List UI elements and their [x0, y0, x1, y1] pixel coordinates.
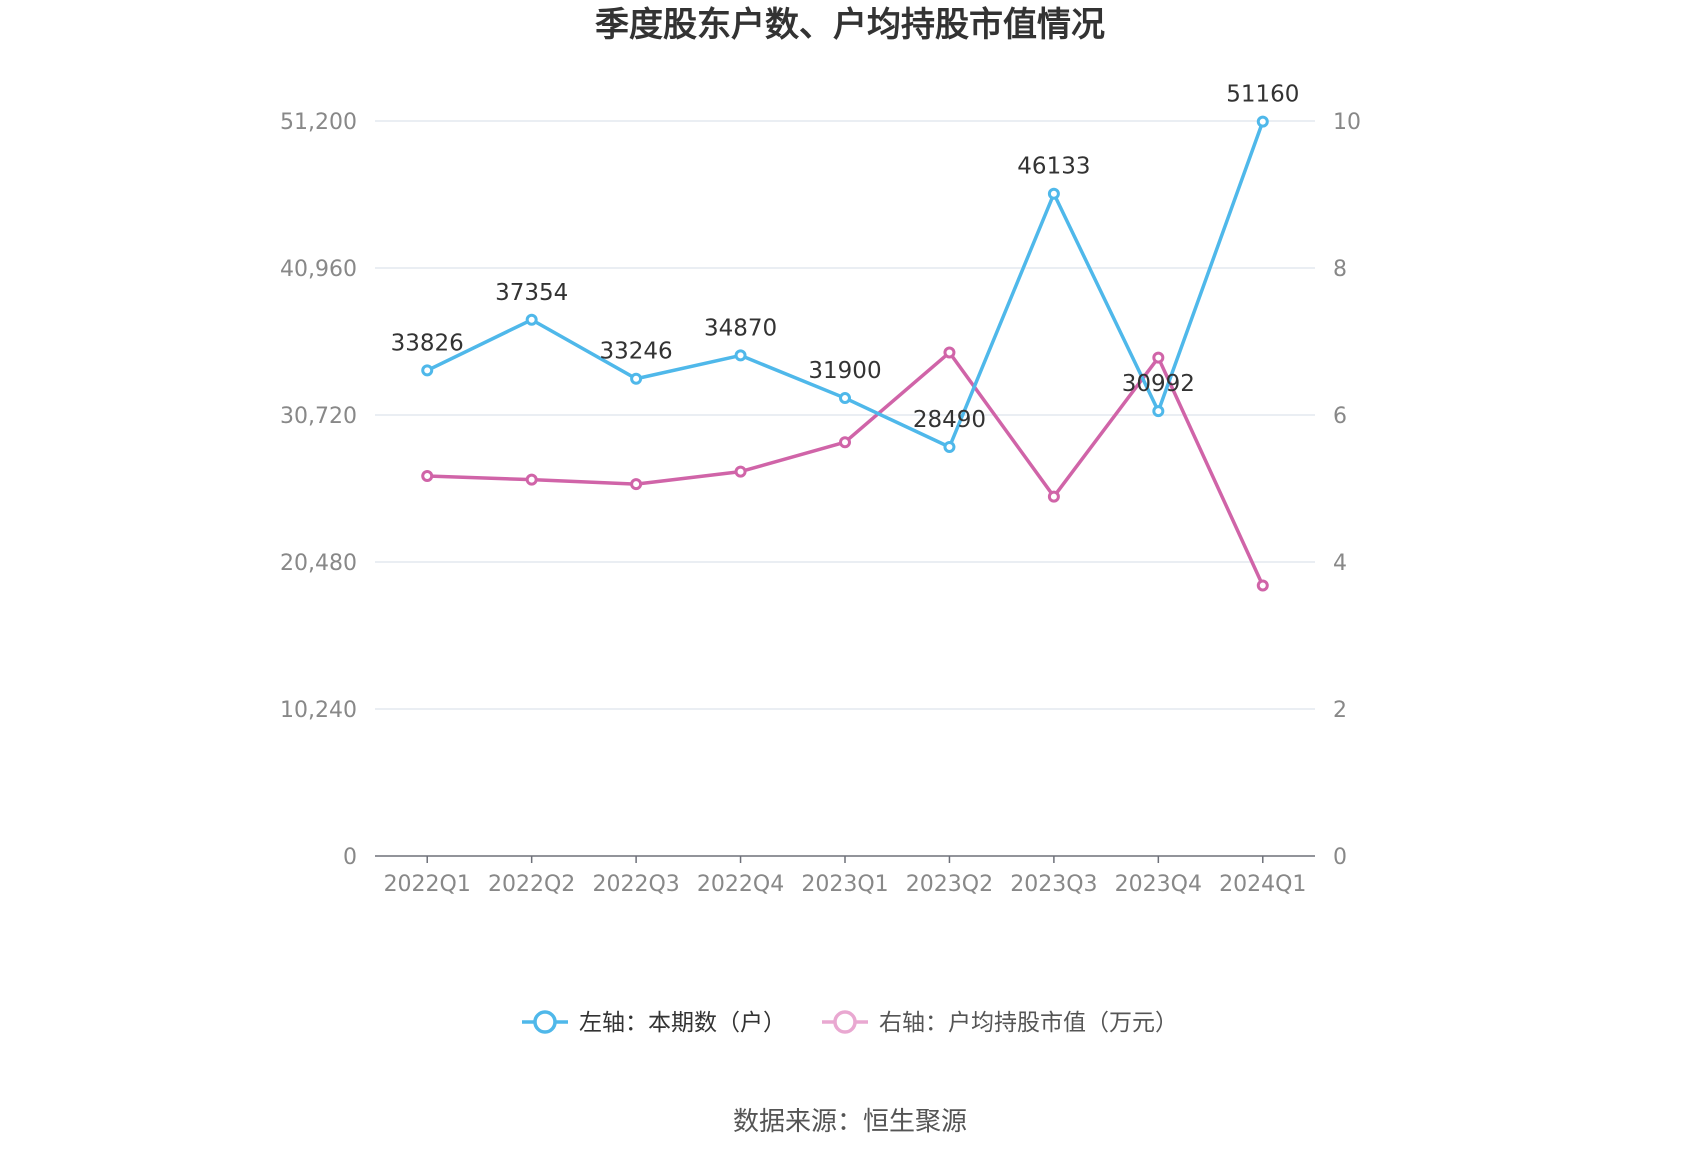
data-point — [630, 372, 643, 385]
x-tick-label: 2024Q1 — [1219, 872, 1306, 897]
chart-title: 季度股东户数、户均持股市值情况 — [595, 5, 1105, 45]
data-point — [734, 349, 747, 362]
x-tick-label: 2023Q2 — [906, 872, 993, 897]
x-tick-label: 2023Q4 — [1115, 872, 1202, 897]
right-tick-label: 0 — [1333, 845, 1347, 870]
right-tick-label: 10 — [1333, 110, 1361, 135]
right-tick-label: 4 — [1333, 551, 1347, 576]
data-label: 31900 — [808, 358, 881, 384]
x-axis: 2022Q1 2022Q2 2022Q3 2022Q4 2023Q1 2023Q2 2023… — [375, 855, 1315, 897]
data-label: 46133 — [1017, 154, 1090, 180]
right-tick-label: 6 — [1333, 404, 1347, 429]
series-layer — [421, 115, 1269, 592]
data-label: 34870 — [704, 315, 777, 341]
left-axis-ticks: 0 10,240 20,480 30,720 40,960 51,200 — [280, 110, 357, 870]
data-label: 28490 — [913, 407, 986, 433]
x-tick-label: 2022Q1 — [384, 872, 471, 897]
data-labels: 33826 37354 33246 34870 31900 28490 46133 30992… — [391, 82, 1300, 433]
data-point — [1047, 187, 1060, 200]
legend-marker — [833, 1010, 857, 1034]
left-tick-label: 40,960 — [280, 257, 357, 282]
data-label: 30992 — [1122, 371, 1195, 397]
data-point — [1152, 405, 1165, 418]
data-point — [525, 473, 538, 486]
data-point — [839, 436, 851, 449]
right-axis-ticks: 0 2 4 6 8 10 — [1333, 110, 1361, 870]
data-label: 37354 — [495, 280, 568, 306]
data-point — [421, 364, 434, 377]
right-tick-label: 2 — [1333, 698, 1347, 723]
left-tick-label: 10,240 — [280, 698, 357, 723]
left-tick-label: 51,200 — [280, 110, 357, 135]
legend-label: 右轴：户均持股市值（万元） — [879, 1010, 1178, 1036]
right-tick-label: 8 — [1333, 257, 1347, 282]
x-tick-label: 2023Q3 — [1010, 872, 1097, 897]
data-label: 33246 — [600, 339, 673, 365]
data-point — [839, 392, 851, 405]
x-tick-label: 2022Q3 — [592, 872, 679, 897]
data-point — [525, 313, 538, 326]
x-tick-label: 2022Q2 — [488, 872, 575, 897]
series-avg-holding-value — [421, 346, 1269, 592]
data-point — [1256, 579, 1269, 592]
series-shareholder-count — [421, 115, 1269, 454]
data-point — [943, 441, 956, 454]
data-point — [943, 346, 956, 359]
data-point — [421, 470, 434, 483]
legend: 左轴：本期数（户） 右轴：户均持股市值（万元） — [522, 1010, 1178, 1036]
data-point — [734, 465, 747, 478]
legend-marker — [533, 1010, 557, 1034]
source-note: 数据来源：恒生聚源 — [733, 1107, 967, 1137]
data-point — [1152, 351, 1165, 364]
data-point — [630, 478, 643, 491]
data-point — [1256, 115, 1269, 128]
data-point — [1047, 490, 1060, 503]
grid — [375, 120, 1315, 710]
left-tick-label: 0 — [343, 845, 357, 870]
data-label: 33826 — [391, 330, 464, 356]
legend-label: 左轴：本期数（户） — [579, 1010, 786, 1036]
data-label: 51160 — [1226, 82, 1299, 108]
left-tick-label: 20,480 — [280, 551, 357, 576]
x-tick-label: 2023Q1 — [801, 872, 888, 897]
left-tick-label: 30,720 — [280, 404, 357, 429]
x-tick-label: 2022Q4 — [697, 872, 784, 897]
